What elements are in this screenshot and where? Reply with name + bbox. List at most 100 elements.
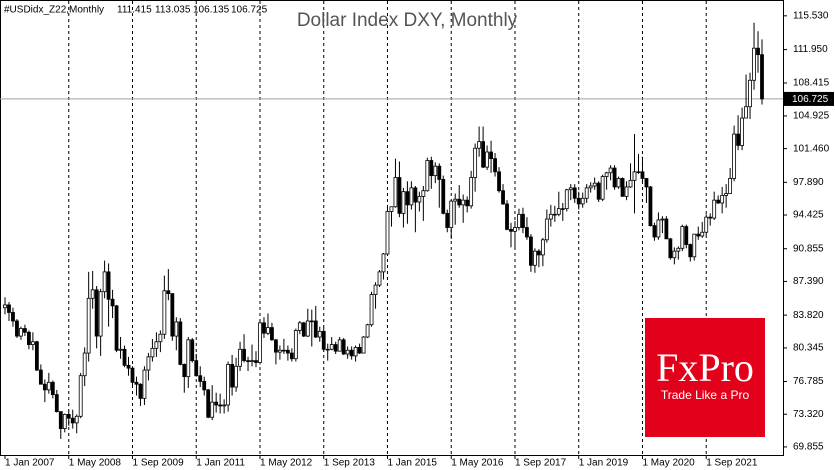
candle-body [142, 369, 147, 399]
candle-body [258, 322, 262, 363]
candle-body [700, 231, 705, 237]
candle-body [505, 203, 509, 230]
y-tick-label: 80.345 [793, 343, 824, 354]
candle-body [596, 182, 601, 200]
candle-body [42, 383, 47, 391]
y-tick-label: 90.855 [793, 243, 824, 254]
candle-body [564, 189, 569, 210]
candle-body [568, 187, 573, 191]
candle-body [158, 333, 163, 343]
candle-body [624, 186, 629, 197]
candle-body [576, 197, 581, 205]
candle-body [600, 176, 605, 200]
candle-body [313, 320, 318, 338]
candle-body [417, 195, 422, 203]
candle-body [285, 349, 290, 354]
candle-body [317, 330, 322, 338]
candle-body [214, 401, 219, 406]
candle-body [62, 414, 67, 429]
header-high: 113.035 [155, 5, 191, 16]
candle-body [405, 191, 410, 206]
y-tick-label: 83.820 [793, 310, 824, 321]
candle-body [146, 356, 151, 371]
candle-body [301, 322, 306, 337]
candle-body [517, 213, 521, 228]
x-tick-label: 1 May 2020 [642, 458, 695, 469]
candle-body [150, 347, 155, 358]
candle-body [604, 172, 609, 177]
candle-body [640, 171, 645, 179]
x-tick-label: 1 Sep 2017 [515, 458, 567, 469]
candle-body [194, 360, 199, 377]
candle-body [628, 179, 633, 188]
y-tick-label: 94.425 [793, 210, 824, 221]
candle-body [309, 320, 314, 323]
candle-body [166, 290, 171, 294]
x-tick-label: 1 May 2012 [260, 458, 313, 469]
candle-body [656, 219, 661, 238]
candle-body [437, 165, 442, 180]
candle-body [740, 117, 744, 146]
candle-body [11, 312, 15, 322]
candle-body [716, 199, 721, 204]
candle-body [15, 320, 19, 337]
candle-body [222, 404, 227, 407]
header-close: 106.725 [231, 5, 268, 16]
x-tick-label: 1 Jan 2015 [387, 458, 437, 469]
x-tick-label: 1 May 2016 [451, 458, 504, 469]
x-tick-label: 1 Jan 2007 [5, 458, 55, 469]
candle-body [724, 193, 729, 196]
candle-body [513, 227, 517, 232]
x-tick-label: 1 Jan 2019 [579, 458, 629, 469]
candle-body [186, 339, 191, 378]
candle-body [34, 341, 39, 371]
y-tick-label: 73.320 [793, 409, 824, 420]
candle-body [744, 106, 748, 119]
candle-body [262, 322, 266, 334]
y-tick-label: 111.950 [793, 44, 828, 55]
candle-body [38, 369, 43, 385]
y-tick-label: 104.925 [793, 111, 830, 122]
candle-body [162, 290, 167, 335]
candle-body [728, 178, 733, 194]
candle-body [114, 305, 119, 351]
candle-body [748, 79, 752, 108]
candle-body [620, 178, 625, 197]
candle-body [190, 339, 195, 362]
candle-body [182, 363, 187, 378]
candle-body [246, 360, 250, 362]
candle-body [27, 331, 31, 345]
x-tick-label: 1 Sep 2013 [324, 458, 376, 469]
candle-body [254, 360, 258, 363]
candle-body [305, 320, 310, 337]
candle-body [297, 322, 302, 331]
candle-body [548, 213, 553, 220]
candle-body [345, 349, 350, 355]
candle-body [58, 411, 63, 429]
candle-body [70, 417, 75, 424]
candle-body [289, 352, 294, 360]
x-tick-label: 1 Sep 2021 [706, 458, 758, 469]
candle-body [521, 213, 525, 228]
candle-body [644, 178, 649, 188]
candle-body [449, 200, 454, 228]
candle-body [732, 133, 737, 179]
header-low: 106.135 [193, 5, 230, 16]
candle-body [381, 253, 386, 273]
candle-body [556, 208, 561, 215]
candle-body [720, 195, 725, 204]
candle-body [234, 365, 238, 388]
candle-body [668, 238, 673, 259]
y-tick-label: 97.890 [793, 177, 824, 188]
candle-body [385, 211, 390, 255]
candle-body [457, 198, 462, 206]
candle-body [664, 218, 669, 240]
candle-body [756, 47, 760, 56]
candle-body [30, 341, 35, 345]
candle-body [206, 389, 211, 418]
candle-body [393, 177, 398, 208]
candle-body [692, 233, 697, 258]
candle-body [218, 404, 223, 407]
candle-body [74, 415, 79, 424]
